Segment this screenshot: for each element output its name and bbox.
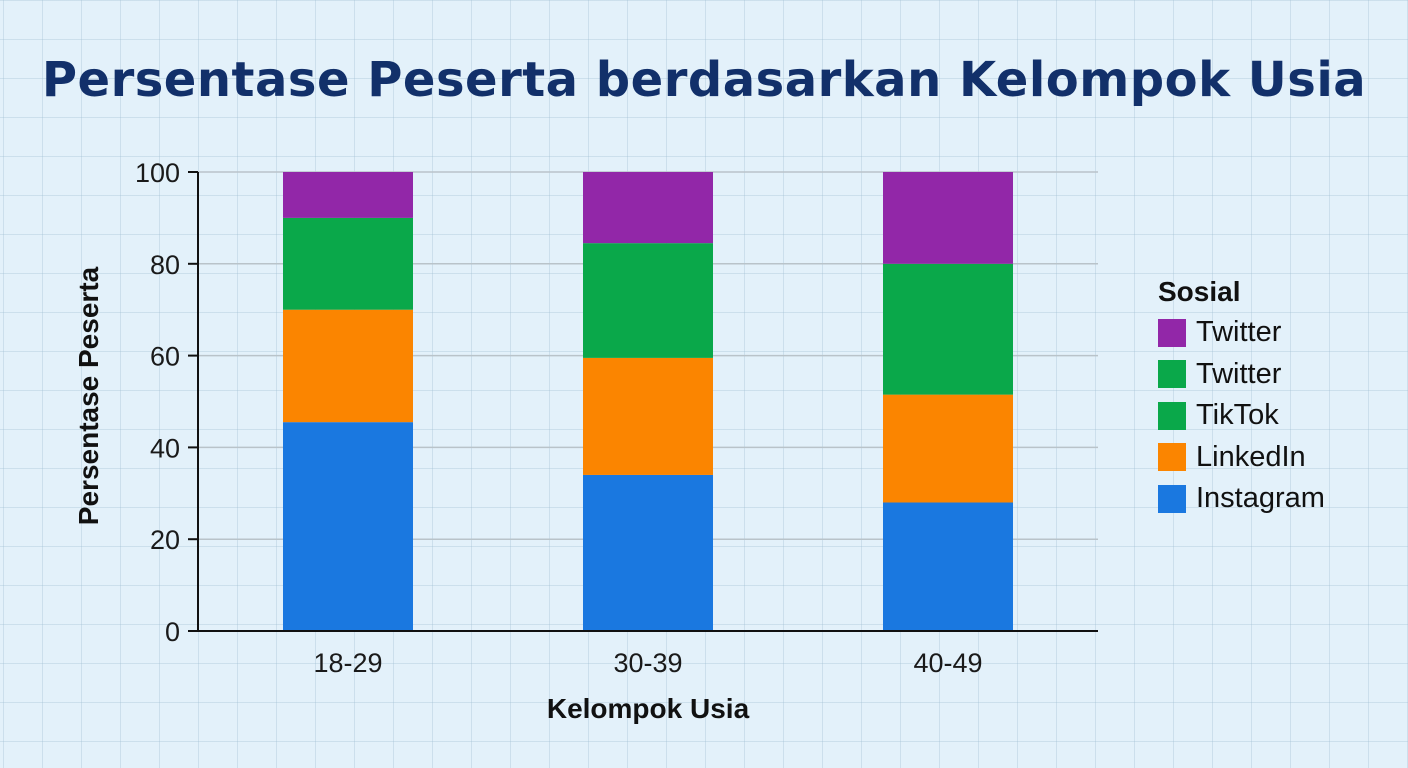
legend-items: Twitter Twitter TikTok LinkedIn Instagra… (1158, 312, 1325, 520)
bar-segment-instagram (283, 422, 413, 631)
legend: Sosial Twitter Twitter TikTok LinkedIn I… (1158, 276, 1325, 520)
legend-label: TikTok (1196, 399, 1279, 432)
legend-swatch-tiktok (1158, 401, 1186, 430)
bar-segment-twitter (583, 172, 713, 244)
legend-swatch-linkedin (1158, 443, 1186, 472)
bar-segment-tiktok (883, 263, 1013, 395)
bar-segment-tiktok (283, 217, 413, 310)
legend-swatch-twitter-green (1158, 360, 1186, 389)
legend-label: Twitter (1196, 316, 1282, 349)
bar-segment-instagram (883, 502, 1013, 631)
legend-swatch-twitter-purple (1158, 318, 1186, 347)
bar-segment-linkedin (583, 357, 713, 475)
bar-segment-twitter (883, 172, 1013, 264)
x-tick-label: 40-49 (913, 648, 982, 678)
bar-segment-tiktok (583, 243, 713, 358)
bar-stack-40-49 (883, 172, 1013, 631)
bar-segment-twitter (283, 172, 413, 218)
legend-item: Twitter (1158, 354, 1325, 396)
legend-label: LinkedIn (1196, 440, 1306, 473)
bar-stack-18-29 (283, 172, 413, 631)
legend-swatch-instagram (1158, 484, 1186, 513)
bar-segment-linkedin (283, 309, 413, 423)
bar-segment-instagram (583, 474, 713, 631)
legend-title: Sosial (1158, 276, 1241, 307)
y-axis-title: Persentase Peserta (73, 266, 104, 525)
y-tick-label: 80 (150, 250, 180, 280)
y-tick-label: 100 (135, 158, 180, 188)
chart-title: Persentase Peserta berdasarkan Kelompok … (41, 52, 1367, 108)
x-tick-label: 18-29 (313, 648, 382, 678)
y-axis-ticks: 0 20 40 60 80 100 (135, 158, 198, 647)
x-axis-title: Kelompok Usia (547, 693, 750, 724)
legend-item: Twitter (1158, 312, 1325, 354)
bar-segment-linkedin (883, 394, 1013, 503)
axes (188, 172, 1098, 632)
y-tick-label: 0 (165, 617, 180, 647)
x-axis-ticks: 18-29 30-39 40-49 (313, 648, 982, 678)
bar-stacks (283, 172, 1013, 631)
y-tick-label: 20 (150, 525, 180, 555)
bar-stack-30-39 (583, 172, 713, 631)
y-tick-label: 60 (150, 342, 180, 372)
legend-item: Instagram (1158, 478, 1325, 520)
legend-label: Instagram (1196, 482, 1325, 515)
legend-item: TikTok (1158, 395, 1325, 437)
y-tick-label: 40 (150, 433, 180, 463)
legend-item: LinkedIn (1158, 437, 1325, 479)
legend-label: Twitter (1196, 357, 1282, 390)
x-tick-label: 30-39 (613, 648, 682, 678)
